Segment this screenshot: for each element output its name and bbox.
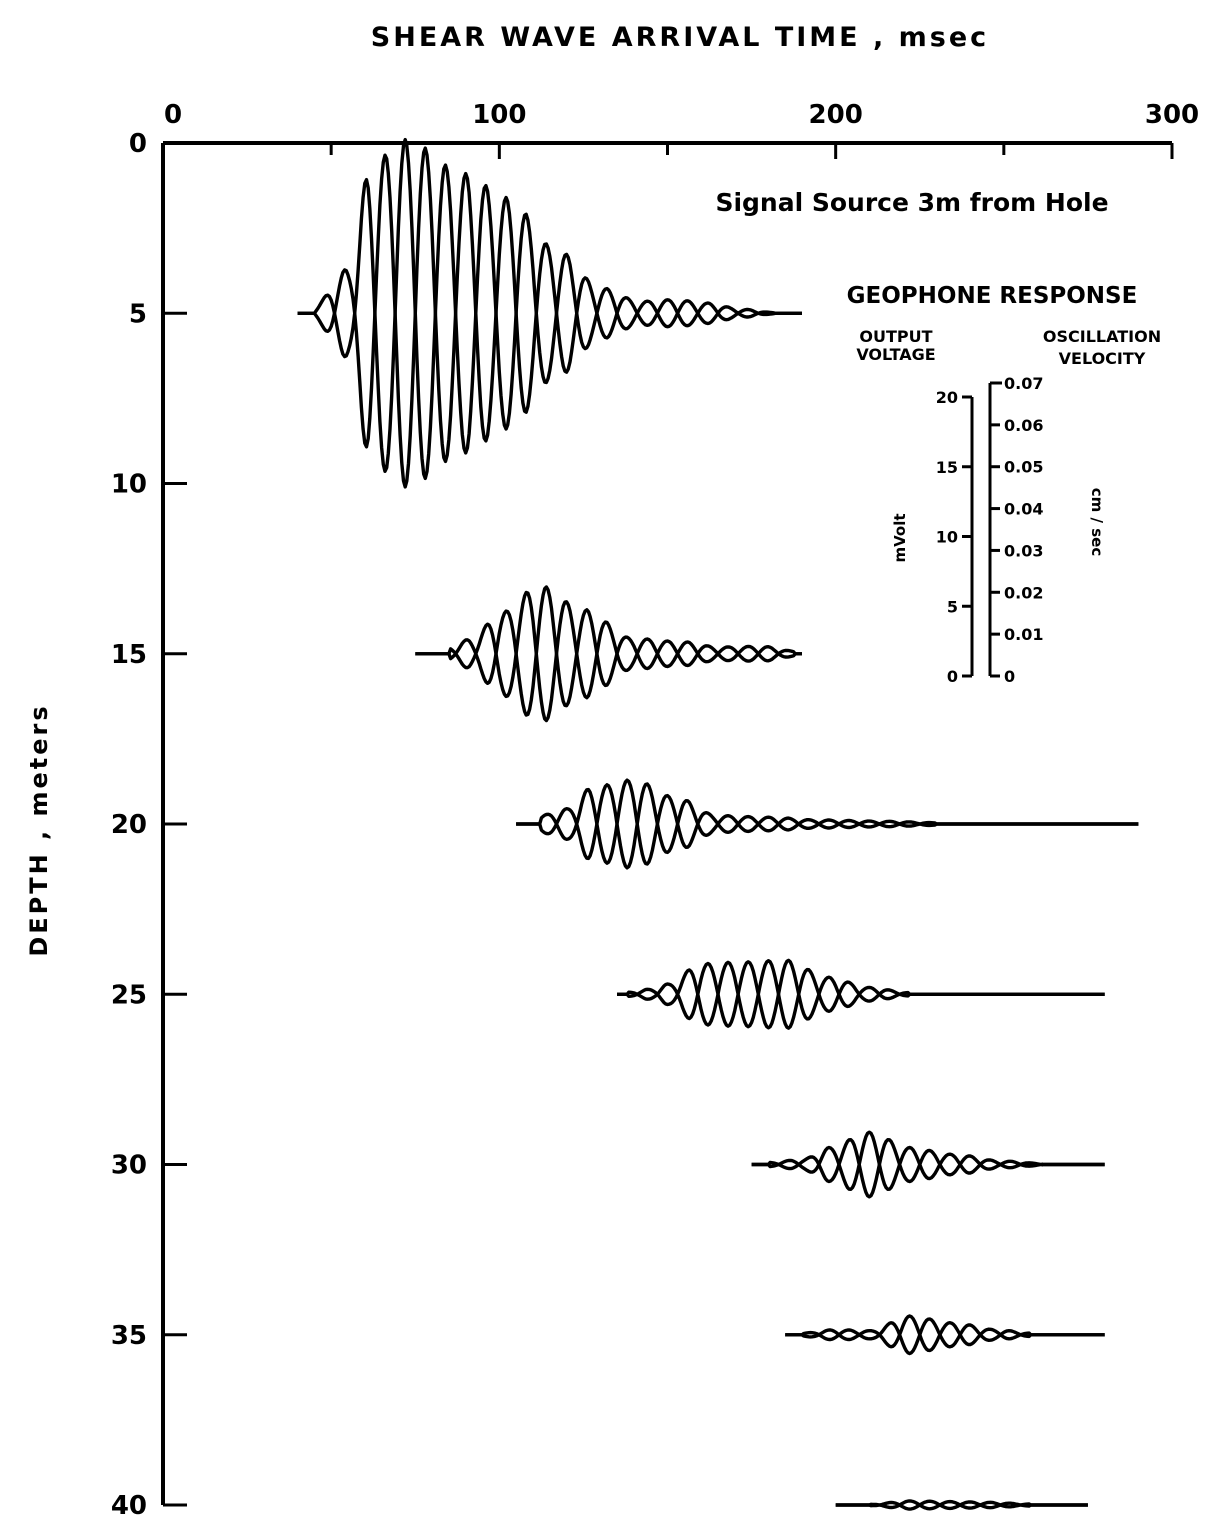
legend-left-unit: mVolt [891,513,909,562]
geophone-response-legend: GEOPHONE RESPONSE OUTPUT VOLTAGE OSCILLA… [847,283,1161,686]
velocity-tick-label: 0.05 [1004,458,1043,477]
velocity-tick-label: 0.06 [1004,416,1043,435]
voltage-tick-label: 15 [936,458,958,477]
legend-right-heading-2: VELOCITY [1059,349,1146,368]
legend-left-heading-2: VOLTAGE [856,345,935,364]
x-tick-label: 300 [1145,100,1199,130]
velocity-tick-label: 0.02 [1004,583,1043,602]
trace-lower-curve [617,958,1105,1030]
trace-40m [835,1499,1088,1511]
trace-lower-curve [785,1314,1105,1353]
trace-upper-curve [516,782,1139,870]
y-tick-label: 5 [129,299,147,329]
trace-35m [785,1314,1105,1356]
voltage-tick-label: 10 [936,528,958,547]
trace-upper-curve [415,590,803,723]
waveform-traces [297,137,1139,1511]
y-tick-label: 20 [111,810,147,840]
y-tick-label: 30 [111,1151,147,1181]
trace-lower-curve [835,1499,1088,1511]
velocity-tick-label: 0.01 [1004,625,1043,644]
y-axis-label: DEPTH , meters [25,703,53,956]
velocity-tick-label: 0.04 [1004,500,1043,519]
trace-lower-curve [516,778,1139,866]
legend-title: GEOPHONE RESPONSE [847,283,1138,309]
y-tick-label: 25 [111,980,147,1010]
y-tick-label: 35 [111,1321,147,1351]
chart-title: SHEAR WAVE ARRIVAL TIME , msec [371,22,989,53]
trace-lower-curve [415,585,803,717]
x-tick-label: 100 [472,100,526,130]
velocity-tick-label: 0.07 [1004,374,1043,393]
legend-right-unit: cm / sec [1088,488,1106,556]
legend-scales: 0 5 10 15 20 0 0.01 0.02 0.03 0.04 0.05 0.06 0.07 [936,374,1044,686]
trace-25m [617,958,1105,1030]
x-tick-label: 200 [809,100,863,130]
y-tick-label: 0 [129,129,147,159]
y-tick-label: 10 [111,470,147,500]
trace-lower-curve [297,146,803,489]
legend-left-heading-1: OUTPUT [859,327,932,346]
velocity-tick-label: 0.03 [1004,541,1043,560]
legend-right-heading-1: OSCILLATION [1043,327,1161,346]
trace-5m [297,137,803,489]
trace-30m [751,1130,1105,1199]
x-tick-label: 0 [164,100,182,130]
trace-15m [415,585,803,723]
trace-lower-curve [751,1130,1105,1191]
velocity-tick-label: 0 [1004,667,1015,686]
voltage-tick-label: 20 [936,388,958,407]
source-annotation: Signal Source 3m from Hole [715,188,1108,217]
voltage-tick-label: 5 [947,597,958,616]
trace-20m [516,778,1139,870]
voltage-tick-label: 0 [947,667,958,686]
y-tick-label: 40 [111,1491,147,1520]
y-tick-label: 15 [111,640,147,670]
